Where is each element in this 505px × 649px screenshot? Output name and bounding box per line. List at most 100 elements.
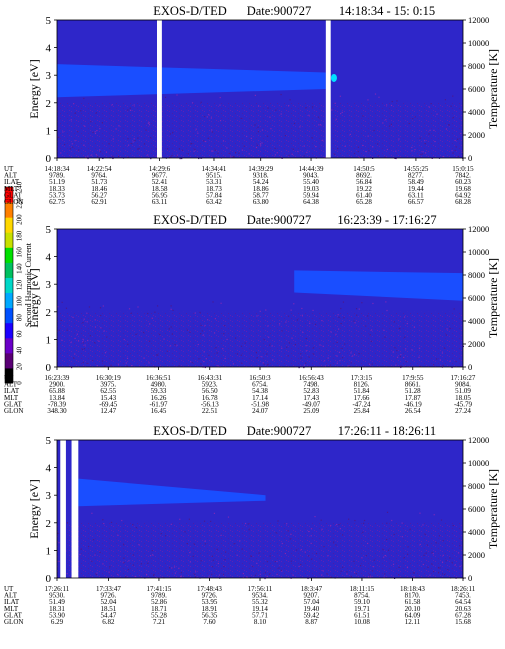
ephemeris-cell: 59.42 xyxy=(304,611,320,619)
speckle-dot xyxy=(110,521,113,524)
speckle-dot xyxy=(357,146,359,148)
ephemeris-cell: 18.33 xyxy=(49,185,65,193)
speckle-dot xyxy=(88,306,91,308)
speckle-dot xyxy=(363,519,366,522)
speckle-dot xyxy=(269,116,271,118)
ephemeris-cell: 63.80 xyxy=(253,198,269,206)
ephemeris-cell: 18.71 xyxy=(151,605,167,613)
ephemeris-cell: 17:33:47 xyxy=(96,585,121,593)
speckle-dot xyxy=(65,307,68,309)
speckle-dot xyxy=(278,567,280,569)
speckle-fill xyxy=(57,311,463,367)
speckle-dot xyxy=(271,345,273,347)
speckle-dot xyxy=(159,333,161,336)
speckle-dot xyxy=(403,316,406,318)
ephemeris-cell: 52.41 xyxy=(152,178,168,186)
speckle-dot xyxy=(181,157,183,160)
speckle-dot xyxy=(179,518,181,520)
ephemeris-cell: 9726. xyxy=(202,592,218,600)
ephemeris-cell: 17:48:43 xyxy=(197,585,222,593)
speckle-dot xyxy=(235,151,237,154)
ephemeris-cell: 9677. xyxy=(152,172,168,180)
ephemeris-cell: 65.88 xyxy=(49,387,65,395)
speckle-dot xyxy=(275,109,277,111)
speckle-dot xyxy=(178,148,181,150)
speckle-dot xyxy=(259,310,261,312)
ephemeris-table: UTALTILATMLTGLATGLON17:26:119530.51.4918… xyxy=(4,585,476,626)
speckle-dot xyxy=(414,148,416,151)
ephemeris-cell: 60.23 xyxy=(455,178,471,186)
speckle-dot xyxy=(200,101,202,103)
ephemeris-cell: 18:3:47 xyxy=(301,585,323,593)
speckle-dot xyxy=(72,146,74,148)
speckle-dot xyxy=(84,344,86,346)
ephemeris-cell: 6.29 xyxy=(51,618,64,626)
speckle-dot xyxy=(58,542,60,544)
speckle-dot xyxy=(419,365,421,367)
ephemeris-cell: 56.50 xyxy=(202,387,218,395)
speckle-dot xyxy=(305,345,307,347)
speckle-dot xyxy=(83,97,85,100)
speckle-dot xyxy=(194,573,196,575)
speckle-dot xyxy=(210,520,212,522)
speckle-dot xyxy=(408,122,410,125)
ephemeris-cell: 18.51 xyxy=(101,605,117,613)
speckle-dot xyxy=(449,360,451,362)
speckle-dot xyxy=(286,346,288,348)
speckle-dot xyxy=(424,533,426,536)
speckle-dot xyxy=(304,551,306,553)
speckle-dot xyxy=(204,543,206,545)
speckle-dot xyxy=(354,519,356,522)
speckle-dot xyxy=(386,148,388,151)
colorbar-swatch xyxy=(5,187,13,203)
speckle-dot xyxy=(118,125,120,127)
speckle-dot xyxy=(197,343,199,346)
y-tick-label: 5 xyxy=(46,435,52,447)
y2-tick-label: 4000 xyxy=(468,316,485,326)
speckle-dot xyxy=(127,343,129,345)
speckle-dot xyxy=(148,362,150,364)
speckle-dot xyxy=(444,574,446,576)
speckle-dot xyxy=(219,104,221,106)
speckle-dot xyxy=(302,331,304,334)
speckle-dot xyxy=(290,309,292,311)
ephemeris-cell: 22.51 xyxy=(202,407,218,415)
ephemeris-cell: 9515. xyxy=(206,172,222,180)
colorbar-tick-label: 0 xyxy=(16,381,24,385)
y-tick-label: 5 xyxy=(46,15,52,27)
speckle-dot xyxy=(377,143,379,145)
speckle-dot xyxy=(386,511,389,513)
speckle-dot xyxy=(341,347,343,349)
data-gap xyxy=(325,20,331,158)
speckle-dot xyxy=(126,357,129,359)
ephemeris-cell: 19.03 xyxy=(303,185,319,193)
speckle-dot xyxy=(224,324,226,327)
speckle-dot xyxy=(132,523,134,526)
speckle-dot xyxy=(112,155,114,158)
ephemeris-cell: -46.19 xyxy=(404,400,423,408)
speckle-dot xyxy=(101,360,104,362)
speckle-dot xyxy=(121,519,123,522)
speckle-dot xyxy=(338,351,341,353)
ephemeris-cell: 17:16:27 xyxy=(451,374,476,382)
speckle-dot xyxy=(335,544,337,546)
speckle-dot xyxy=(291,153,293,155)
speckle-dot xyxy=(370,576,372,578)
ephemeris-cell: 18.91 xyxy=(202,605,218,613)
speckle-dot xyxy=(172,309,174,311)
speckle-dot xyxy=(170,523,172,525)
ephemeris-cell: 7498. xyxy=(303,381,319,389)
speckle-dot xyxy=(278,323,281,325)
ion-band xyxy=(57,64,326,98)
ephemeris-cell: 25.84 xyxy=(354,407,370,415)
data-gap xyxy=(71,440,79,578)
speckle-dot xyxy=(329,364,332,366)
ephemeris-cell: 16:43:31 xyxy=(197,374,222,382)
speckle-dot xyxy=(66,573,68,575)
speckle-dot xyxy=(171,154,173,157)
speckle-dot xyxy=(442,364,444,366)
speckle-dot xyxy=(365,151,367,153)
speckle-dot xyxy=(459,545,461,547)
ephemeris-cell: 63.11 xyxy=(408,191,424,199)
speckle-dot xyxy=(211,129,213,131)
